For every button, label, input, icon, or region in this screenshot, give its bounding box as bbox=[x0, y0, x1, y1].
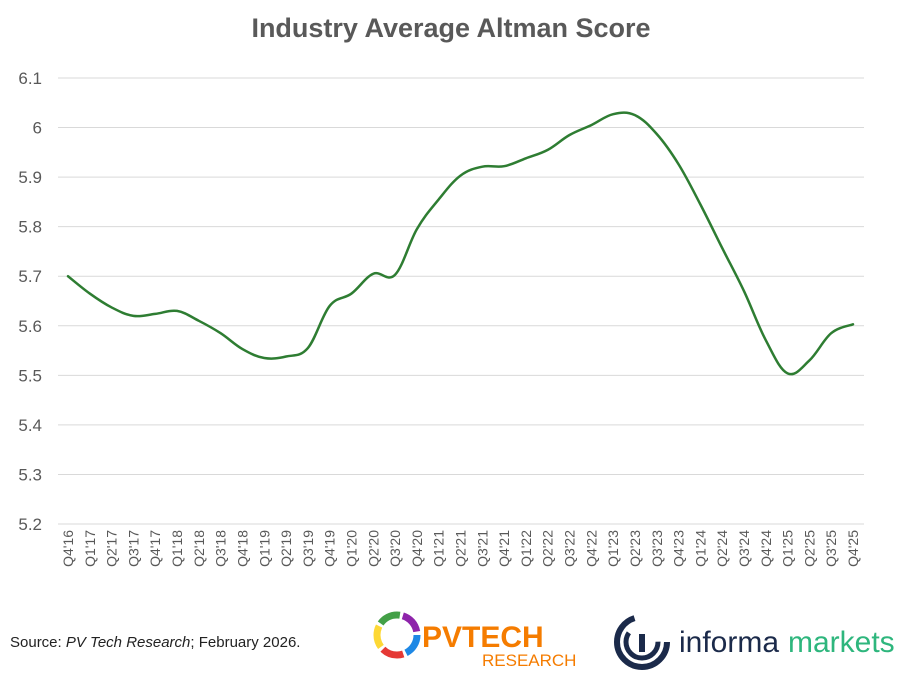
y-tick-label: 5.4 bbox=[18, 416, 42, 435]
y-tick-label: 6.1 bbox=[18, 69, 42, 88]
chart-title: Industry Average Altman Score bbox=[251, 13, 650, 43]
series-line bbox=[66, 111, 855, 376]
x-tick-label: Q3'17 bbox=[125, 530, 141, 567]
x-tick-label: Q2'24 bbox=[714, 530, 730, 567]
x-tick-label: Q3'20 bbox=[387, 530, 403, 567]
x-tick-label: Q4'25 bbox=[845, 530, 861, 567]
y-tick-label: 5.9 bbox=[18, 168, 42, 187]
x-tick-label: Q2'22 bbox=[540, 530, 556, 567]
y-tick-label: 5.2 bbox=[18, 515, 42, 534]
y-tick-label: 5.6 bbox=[18, 317, 42, 336]
pv-logo-sub-text: RESEARCH bbox=[482, 651, 576, 670]
x-tick-label: Q3'19 bbox=[300, 530, 316, 567]
y-tick-label: 5.3 bbox=[18, 465, 42, 484]
x-tick-label: Q2'23 bbox=[627, 530, 643, 567]
x-tick-label: Q1'24 bbox=[692, 530, 708, 567]
informa-markets-logo: informa markets bbox=[614, 614, 895, 670]
x-tick-label: Q4'18 bbox=[234, 530, 250, 567]
line-chart: Industry Average Altman Score 5.25.35.45… bbox=[18, 13, 864, 567]
x-tick-label: Q3'25 bbox=[823, 530, 839, 567]
source-date: ; February 2026. bbox=[190, 634, 301, 651]
y-tick-label: 6 bbox=[33, 119, 42, 138]
x-tick-label: Q1'18 bbox=[169, 530, 185, 567]
source-note: Source: PV Tech Research; February 2026. bbox=[10, 634, 300, 651]
x-tick-label: Q2'20 bbox=[365, 530, 381, 567]
x-tick-label: Q4'19 bbox=[322, 530, 338, 567]
pv-tech-swirl-icon bbox=[373, 611, 421, 659]
x-tick-label: Q4'23 bbox=[671, 530, 687, 567]
x-tick-label: Q4'21 bbox=[496, 530, 512, 567]
x-tick-label: Q1'20 bbox=[343, 530, 359, 567]
x-tick-label: Q1'19 bbox=[256, 530, 272, 567]
x-tick-label: Q2'19 bbox=[278, 530, 294, 567]
x-axis-ticks: Q4'16 Q1'17 Q2'17 Q3'17 Q4'17 Q1'18 Q2'18 Q3'18… bbox=[60, 530, 861, 567]
x-tick-label: Q2'25 bbox=[801, 530, 817, 567]
x-tick-label: Q4'16 bbox=[60, 530, 76, 567]
x-tick-label: Q1'21 bbox=[431, 530, 447, 567]
markets-word: markets bbox=[788, 626, 895, 659]
series-group bbox=[66, 111, 855, 376]
y-tick-label: 5.7 bbox=[18, 267, 42, 286]
source-name: PV Tech Research bbox=[65, 634, 191, 651]
x-tick-label: Q3'24 bbox=[736, 530, 752, 567]
x-tick-label: Q3'23 bbox=[649, 530, 665, 567]
source-prefix: Source: bbox=[10, 634, 66, 651]
x-tick-label: Q1'25 bbox=[780, 530, 796, 567]
x-tick-label: Q4'17 bbox=[147, 530, 163, 567]
gridlines bbox=[58, 77, 864, 525]
pv-tech-research-logo: PVTECH RESEARCH bbox=[373, 611, 576, 670]
informa-word: informa bbox=[679, 626, 779, 659]
x-tick-label: Q4'22 bbox=[583, 530, 599, 567]
x-tick-label: Q3'22 bbox=[562, 530, 578, 567]
pv-logo-main-text: PVTECH bbox=[422, 621, 544, 654]
x-tick-label: Q3'18 bbox=[213, 530, 229, 567]
x-tick-label: Q1'17 bbox=[82, 530, 98, 567]
x-tick-label: Q4'20 bbox=[409, 530, 425, 567]
y-tick-label: 5.8 bbox=[18, 218, 42, 237]
x-tick-label: Q1'22 bbox=[518, 530, 534, 567]
x-tick-label: Q4'24 bbox=[758, 530, 774, 567]
x-tick-label: Q2'17 bbox=[104, 530, 120, 567]
informa-circle-icon bbox=[614, 614, 670, 670]
y-tick-label: 5.5 bbox=[18, 366, 42, 385]
y-axis-ticks: 5.2 5.3 5.4 5.5 5.6 5.7 5.8 5.9 6 6.1 bbox=[18, 69, 42, 534]
x-tick-label: Q1'23 bbox=[605, 530, 621, 567]
x-tick-label: Q3'21 bbox=[474, 530, 490, 567]
x-tick-label: Q2'21 bbox=[453, 530, 469, 567]
x-tick-label: Q2'18 bbox=[191, 530, 207, 567]
